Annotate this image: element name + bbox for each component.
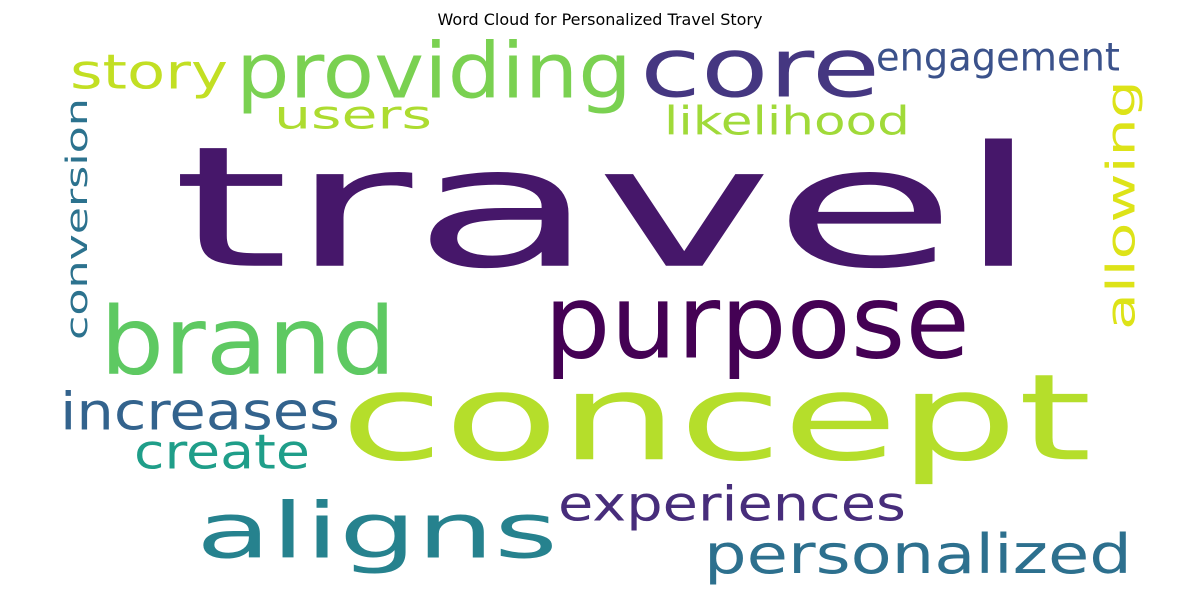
word-likelihood: likelihood xyxy=(664,98,910,144)
word-users: users xyxy=(274,92,432,138)
word-travel: travel xyxy=(172,111,1040,306)
word-allowing: allowing xyxy=(1099,80,1145,330)
word-core: core xyxy=(640,21,880,116)
word-brand: brand xyxy=(100,287,396,397)
word-concept: concept xyxy=(340,349,1092,488)
word-purpose: purpose xyxy=(544,263,970,382)
word-conversion: conversion xyxy=(60,98,94,340)
word-story: story xyxy=(70,45,228,101)
word-create: create xyxy=(134,425,310,480)
word-personalized: personalized xyxy=(704,523,1132,586)
word-increases: increases xyxy=(60,383,340,442)
word-engagement: engagement xyxy=(876,35,1120,81)
word-providing: providing xyxy=(236,27,632,116)
word-aligns: aligns xyxy=(196,487,558,577)
chart-title: Word Cloud for Personalized Travel Story xyxy=(437,10,763,29)
word-experiences: experiences xyxy=(558,477,906,532)
